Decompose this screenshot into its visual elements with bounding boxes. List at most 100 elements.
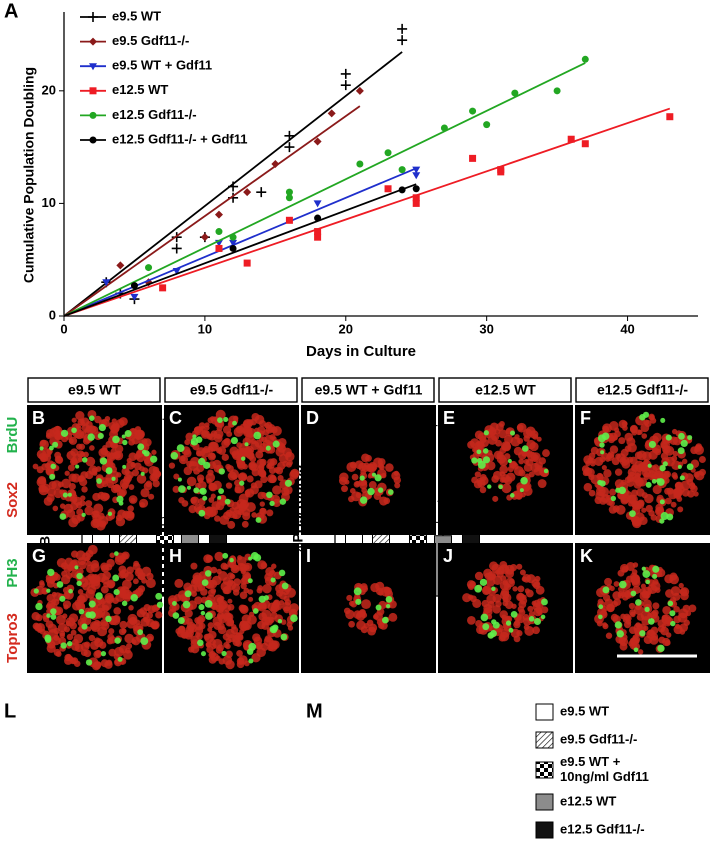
cell-marker [96,478,103,484]
cell [197,477,204,484]
point [313,200,322,208]
stain-label: Topro3 [4,613,21,663]
cell [632,562,639,568]
cell [634,472,641,479]
cell [499,477,506,483]
cell [631,578,641,588]
cell [121,482,129,490]
cell [617,592,624,599]
cell [222,633,230,641]
point [581,140,589,148]
cell [100,659,109,668]
cell [128,605,134,611]
cell-marker [387,489,394,495]
cell [97,626,108,637]
cell [643,625,649,631]
point [130,293,139,301]
cell [207,622,214,629]
legend-label: e9.5 WT [112,8,161,23]
cell [627,456,634,463]
cell-marker [60,642,67,649]
cell [260,642,269,651]
legend-label: e12.5 Gdf11-/- + Gdf11 [112,131,247,146]
cell [243,562,253,572]
cell [514,620,521,627]
cell [88,425,97,434]
cell [152,469,162,479]
cell-marker [647,618,655,625]
cell [647,612,653,618]
cell [508,578,515,585]
cell [118,565,127,574]
cell [77,589,84,595]
cell [236,455,242,462]
cell-marker [35,602,43,611]
cell [638,516,648,526]
cell [673,487,683,498]
cell-marker [46,613,51,618]
cell [610,613,619,622]
cell [538,457,546,465]
cell [641,507,647,513]
cell-marker [659,499,665,505]
cell [257,445,265,453]
cell [498,429,508,439]
cell-marker [353,587,362,596]
point [327,109,336,118]
cell [60,435,69,443]
point [412,166,421,174]
cell [466,616,476,625]
cell [520,492,526,498]
cell [93,597,103,606]
cell [141,566,152,577]
cell [474,471,481,478]
point [102,279,111,287]
cell-marker [156,601,164,608]
cell [104,592,114,603]
cell-marker [644,606,650,613]
point [200,233,209,242]
cell [236,460,246,470]
cell [94,609,104,619]
cell [180,455,186,462]
cell-marker [508,627,514,633]
cell [52,505,59,512]
cell [77,603,86,612]
cell-marker [656,478,661,483]
cell [596,620,603,627]
cell [92,492,101,501]
cell-marker [202,495,208,501]
cell-marker [140,471,145,476]
cell-marker [87,433,95,441]
point [356,160,364,168]
legend-swatch [535,821,554,839]
legend-swatch [535,703,554,721]
cell [611,457,620,466]
cell [252,633,261,642]
cell-marker [662,461,668,467]
cell [631,430,638,436]
cell-marker [74,565,79,570]
cell-marker [232,420,237,426]
cell-marker [648,440,656,449]
cell [77,456,84,463]
cell [68,482,76,490]
trend-line [63,167,417,317]
column-header: e12.5 Gdf11-/- [597,382,688,398]
cell [83,451,89,458]
cell-marker [46,588,51,593]
cell [183,449,192,458]
cell [601,465,607,471]
point [116,261,125,270]
cell [652,602,660,610]
cell [209,416,215,422]
cell [518,458,525,465]
cell-marker [204,570,212,577]
cell-marker [81,512,86,518]
cell [113,607,122,615]
point [256,187,267,198]
cell [128,484,135,490]
cell [272,485,282,495]
cell-marker [97,432,104,440]
column-header: e9.5 Gdf11-/- [190,382,274,398]
